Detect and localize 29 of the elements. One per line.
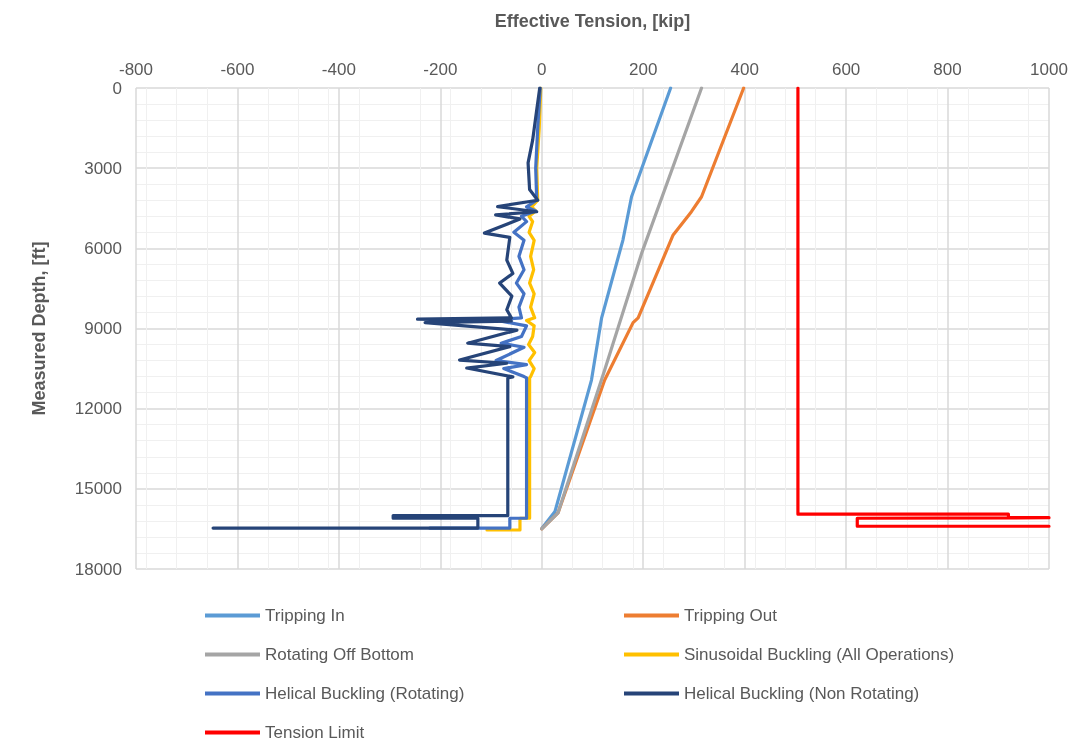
x-tick-label: -400: [321, 60, 356, 79]
x-tick-label: -600: [220, 60, 255, 79]
legend-label: Tripping Out: [684, 606, 778, 625]
x-tick-label: 200: [629, 60, 658, 79]
y-axis-title: Measured Depth, [ft]: [29, 241, 49, 416]
legend-label: Helical Buckling (Non Rotating): [684, 684, 920, 703]
line-series: [540, 86, 704, 531]
y-tick-label: 0: [112, 78, 122, 98]
x-tick-label: 0: [537, 60, 547, 79]
y-tick-label: 3000: [84, 158, 122, 178]
y-tick-label: 12000: [74, 399, 122, 419]
x-tick-label: 600: [831, 60, 861, 79]
x-tick-label: -800: [118, 60, 154, 79]
x-tick-label: 800: [933, 60, 962, 79]
legend-label: Tripping In: [265, 606, 345, 625]
line-series: [540, 86, 673, 530]
x-tick-label: -200: [423, 60, 458, 79]
y-tick-label: 6000: [84, 238, 122, 258]
y-tick-label: 9000: [84, 319, 122, 338]
x-axis-title: Effective Tension, [kip]: [494, 11, 691, 31]
y-tick-label: 15000: [74, 479, 122, 499]
y-tick-label: 18000: [74, 559, 122, 579]
x-tick-label: 400: [730, 60, 759, 79]
legend-label: Sinusoidal Buckling (All Operations): [684, 645, 955, 664]
legend-label: Helical Buckling (Rotating): [265, 684, 465, 703]
line-series: [211, 86, 542, 530]
x-tick-label: 1000: [1030, 60, 1068, 79]
legend-label: Tension Limit: [265, 723, 365, 742]
legend-label: Rotating Off Bottom: [265, 645, 414, 664]
